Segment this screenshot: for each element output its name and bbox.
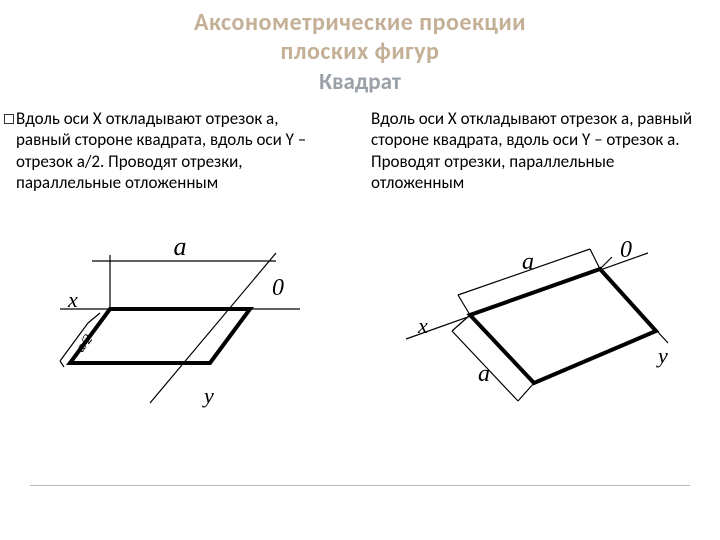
title-line-2: плоских фигур [0,37,720,66]
title-subtitle: Квадрат [0,68,720,96]
title-block: Аксонометрические проекции плоских фигур… [0,0,720,96]
square-bullet-icon [4,114,14,124]
label-x: x [67,287,78,312]
diagram-right: a a 0 x y [360,213,720,413]
left-column: Вдоль оси Х откладывают отрезок а, равны… [0,108,351,193]
label-a-top: a [522,249,534,275]
right-column: Вдоль оси Х откладывают отрезок а, равны… [351,108,710,193]
label-origin: 0 [272,275,284,301]
diagram-left: a 0 x y a/2 [0,213,360,413]
left-body-text: Вдоль оси Х откладывают отрезок а, равны… [16,108,333,193]
label-y-r: y [656,343,668,368]
label-x-r: x [417,313,428,338]
label-a-bottom: a [478,361,490,387]
label-a: a [174,232,187,261]
left-bullet-row: Вдоль оси Х откладывают отрезок а, равны… [4,108,333,193]
right-body-text: Вдоль оси Х откладывают отрезок а, равны… [371,108,700,193]
text-columns: Вдоль оси Х откладывают отрезок а, равны… [0,96,720,193]
title-line-1: Аксонометрические проекции [0,8,720,37]
label-origin-r: 0 [620,237,632,263]
bottom-divider [30,485,690,486]
diagram-left-svg: a 0 x y a/2 [50,213,310,413]
diagram-right-svg: a a 0 x y [400,213,680,413]
label-y: y [202,383,214,408]
diagram-row: a 0 x y a/2 [0,213,720,413]
